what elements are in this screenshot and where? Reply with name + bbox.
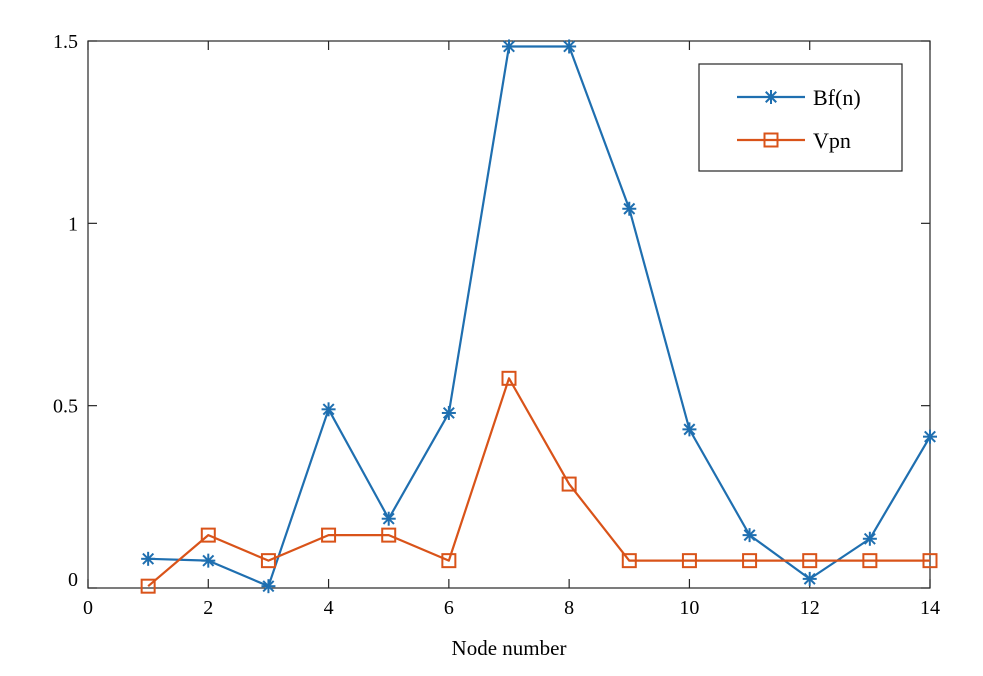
asterisk-stroke bbox=[322, 403, 335, 416]
legend-item: Vpn bbox=[737, 128, 851, 153]
asterisk-stroke bbox=[683, 423, 696, 436]
data-point bbox=[260, 553, 276, 569]
asterisk-stroke bbox=[142, 552, 155, 565]
asterisk-stroke bbox=[803, 572, 816, 585]
asterisk-stroke bbox=[442, 407, 455, 419]
data-point bbox=[501, 370, 517, 386]
data-point bbox=[441, 553, 457, 569]
data-point bbox=[140, 578, 156, 594]
x-tick-label: 0 bbox=[83, 597, 93, 619]
legend-label: Bf(n) bbox=[813, 85, 861, 110]
data-point bbox=[141, 551, 156, 566]
y-tick-label: 1.5 bbox=[53, 31, 78, 53]
asterisk-stroke bbox=[863, 532, 876, 545]
legend: Bf(n) Vpn bbox=[698, 63, 903, 172]
asterisk-stroke bbox=[202, 554, 215, 567]
asterisk-stroke bbox=[765, 91, 777, 103]
data-point bbox=[321, 527, 337, 543]
data-point bbox=[562, 39, 577, 54]
data-point bbox=[862, 553, 878, 569]
data-point bbox=[742, 553, 758, 569]
data-point bbox=[682, 422, 697, 437]
asterisk-stroke bbox=[563, 40, 576, 53]
data-point bbox=[923, 429, 937, 444]
data-point bbox=[381, 527, 397, 543]
legend-box bbox=[698, 63, 903, 172]
legend-marker bbox=[764, 90, 778, 104]
series-lines bbox=[140, 39, 938, 594]
legend-item: Bf(n) bbox=[737, 85, 861, 110]
data-point bbox=[381, 511, 396, 526]
asterisk-stroke bbox=[503, 40, 515, 53]
data-point bbox=[742, 528, 757, 543]
x-tick-label: 14 bbox=[920, 597, 940, 619]
asterisk-stroke bbox=[262, 580, 275, 593]
asterisk-stroke bbox=[382, 512, 395, 525]
data-point bbox=[561, 476, 577, 492]
data-point bbox=[922, 553, 938, 569]
asterisk-stroke bbox=[924, 430, 936, 443]
data-point bbox=[681, 553, 697, 569]
y-tick-label: 0 bbox=[68, 569, 78, 591]
tick-labels: 0 2 4 6 8 10 12 14 0 0.5 1 1.5 bbox=[53, 31, 940, 619]
data-point bbox=[802, 553, 818, 569]
data-point bbox=[862, 531, 877, 546]
y-tick-label: 1 bbox=[68, 213, 78, 235]
asterisk-stroke bbox=[743, 529, 756, 542]
data-point bbox=[622, 201, 637, 216]
x-axis-label: Node number bbox=[452, 636, 567, 660]
data-point bbox=[802, 571, 817, 586]
x-tick-label: 12 bbox=[800, 597, 820, 619]
data-point bbox=[261, 579, 276, 594]
series-line bbox=[147, 377, 930, 588]
asterisk-stroke bbox=[623, 202, 636, 215]
data-point bbox=[502, 39, 516, 54]
x-tick-label: 10 bbox=[679, 597, 699, 619]
x-tick-label: 2 bbox=[203, 597, 213, 619]
data-point bbox=[201, 553, 216, 568]
legend-label: Vpn bbox=[813, 128, 851, 153]
x-tick-label: 8 bbox=[564, 597, 574, 619]
series-vpn bbox=[140, 370, 938, 594]
data-point bbox=[321, 402, 336, 417]
y-tick-label: 0.5 bbox=[53, 396, 78, 418]
data-point bbox=[200, 527, 216, 543]
x-tick-label: 4 bbox=[324, 597, 334, 619]
legend-marker bbox=[763, 132, 779, 148]
x-tick-label: 6 bbox=[444, 597, 454, 619]
data-point bbox=[441, 405, 456, 420]
data-point bbox=[621, 553, 637, 569]
